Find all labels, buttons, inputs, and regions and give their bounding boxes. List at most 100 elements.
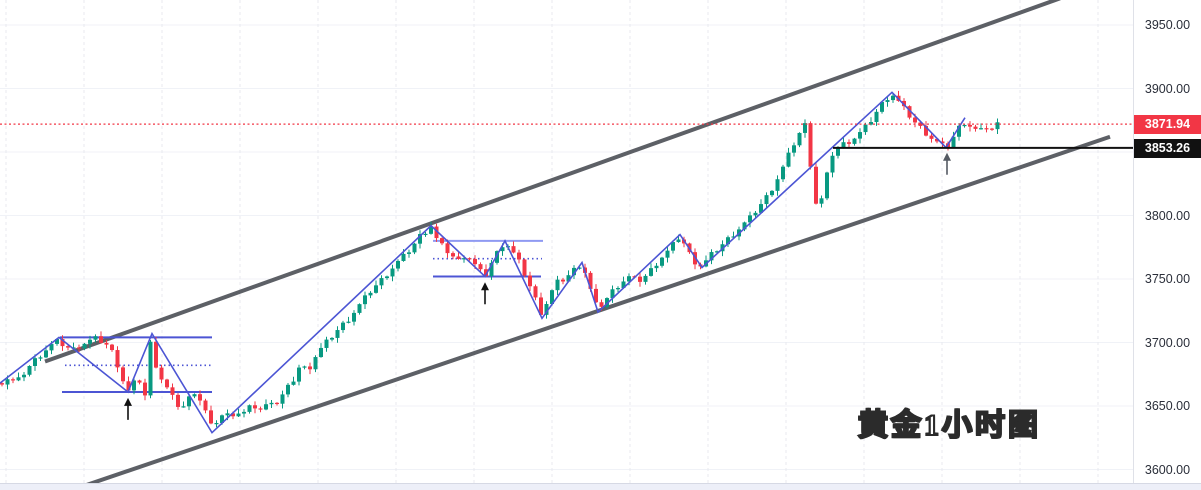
candle [412,242,417,255]
candle [423,232,428,237]
candle [825,171,829,201]
candle [88,335,92,349]
candle [324,336,329,352]
candle [841,137,846,149]
candle [665,246,670,263]
candle [786,147,791,168]
candle [104,340,109,349]
candle [803,119,807,138]
candle [258,406,263,413]
candle [643,274,648,285]
candle [374,280,378,294]
candle [759,199,763,214]
candle [753,211,758,219]
candle [517,249,521,264]
candle [869,117,873,126]
candle [445,239,450,258]
candle [830,151,835,178]
candle [621,276,626,289]
axis-tick-label: 3900.00 [1144,81,1191,96]
candle [561,277,565,285]
candle [995,118,1000,134]
candle [165,378,169,390]
candle [341,320,345,333]
candle [16,372,21,382]
candle [203,398,208,414]
candle [495,250,499,265]
candle [880,101,884,114]
candle [115,346,120,373]
candle [726,235,730,248]
candle [748,211,752,228]
candle [792,142,796,157]
candle [357,303,362,315]
candle [511,241,516,254]
candle [280,390,285,409]
candle [143,378,147,401]
candle [539,292,543,316]
candle [572,265,576,279]
candle [363,291,367,309]
candle [555,275,560,296]
channel-trendline-upper [44,0,1061,364]
candle [60,335,65,351]
candle [33,354,37,371]
candle [379,275,384,290]
candle [121,365,125,385]
candle [660,256,664,268]
candle [0,382,4,387]
candle [396,259,400,272]
candle [984,125,989,133]
candle [544,301,549,319]
candle [924,121,928,137]
candle [236,408,241,418]
candle [242,409,246,418]
candle [22,371,26,382]
up-arrow [124,397,132,420]
candle [781,164,785,183]
candle [533,284,538,301]
time-axis[interactable] [0,483,1201,490]
price-axis[interactable]: 3871.94 3853.26 3950.00 3900.00 3800.00 375… [1133,0,1201,489]
candle [418,230,422,249]
candle [852,137,857,146]
candle [451,251,455,260]
candle [176,393,180,410]
candle [214,420,219,428]
axis-tick-label: 3800.00 [1144,208,1191,223]
candle [38,355,43,361]
candle [148,339,153,399]
price-chart-plot[interactable] [0,0,1133,489]
candle [154,336,158,369]
candle [302,365,307,370]
up-arrow [943,152,951,175]
candle [907,105,912,120]
candle [858,128,862,144]
candle [429,221,433,235]
candle [253,401,257,414]
candle [616,286,620,293]
candle [654,262,659,272]
candle [352,310,356,326]
candle [192,393,197,399]
candle [132,377,136,395]
candle [27,365,32,377]
candle [275,402,279,406]
candle [385,275,389,280]
axis-tick-label: 3600.00 [1144,462,1191,477]
candle [159,364,164,384]
candle [181,401,186,408]
axis-tick-label: 3650.00 [1144,399,1191,413]
candle [198,390,202,406]
candle [390,264,395,282]
candle [968,121,972,132]
candle [764,192,769,208]
candle [731,231,736,238]
candle [291,376,296,386]
candle [99,331,103,344]
candle [11,377,15,384]
candle [819,195,824,208]
candle [187,393,191,411]
candle [110,343,114,352]
